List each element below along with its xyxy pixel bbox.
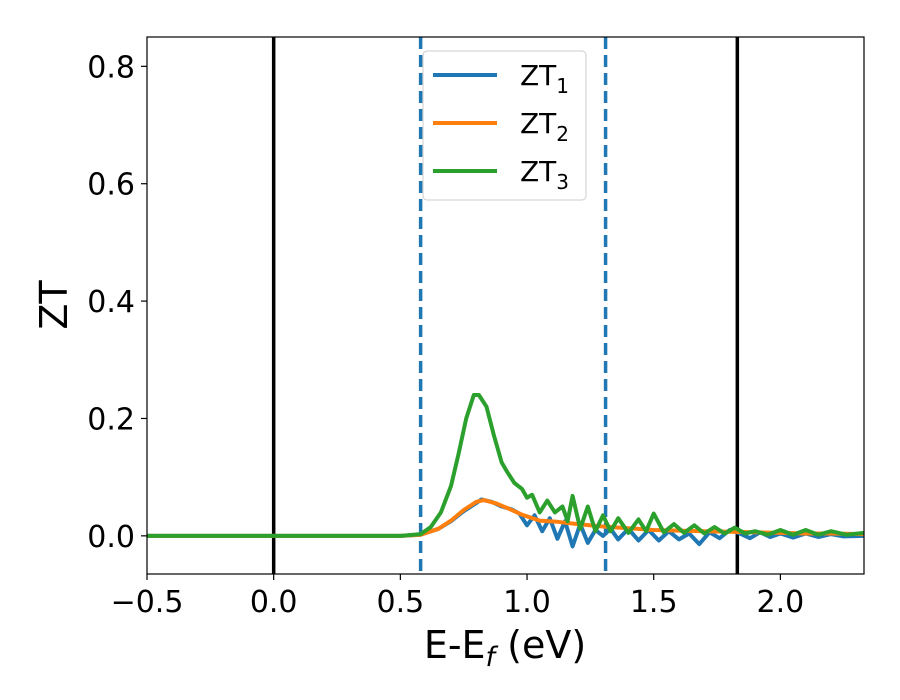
x-tick-label: 1.0 (503, 585, 551, 620)
y-tick-label: 0.0 (87, 520, 135, 555)
y-tick-label: 0.6 (87, 168, 135, 203)
legend-label-zt2: ZT2 (520, 107, 569, 146)
x-tick-label: 0.5 (376, 585, 424, 620)
legend-entry-zt2: ZT2 (433, 107, 569, 146)
legend-entry-zt3: ZT3 (433, 155, 569, 194)
legend-entry-zt1: ZT1 (433, 59, 569, 98)
y-axis-ticks: 0.0 0.2 0.4 0.6 0.8 (87, 50, 147, 555)
x-axis-label: E-Ef (eV) (424, 623, 586, 673)
series-line-zt3 (147, 393, 864, 538)
x-tick-label: 2.0 (757, 585, 805, 620)
vertical-reference-lines (271, 37, 740, 574)
legend-label-zt3-subscript: 3 (556, 170, 569, 194)
y-tick-label: 0.2 (87, 402, 135, 437)
y-tick-label: 0.4 (87, 285, 135, 320)
x-tick-label: −0.5 (111, 585, 184, 620)
legend-label-zt2-subscript: 2 (556, 122, 569, 146)
x-tick-label: 1.5 (630, 585, 678, 620)
x-axis-ticks: −0.5 0.0 0.5 1.0 1.5 2.0 (111, 574, 805, 620)
series-lines (147, 393, 864, 549)
y-tick-label: 0.8 (87, 50, 135, 85)
x-tick-label: 0.0 (250, 585, 298, 620)
legend-label-zt3: ZT3 (520, 155, 569, 194)
legend: ZT1 ZT2 ZT3 (422, 50, 587, 201)
y-axis-label: ZT (32, 280, 76, 330)
legend-label-zt1-subscript: 1 (556, 74, 569, 98)
plot-frame (146, 36, 865, 575)
legend-box (422, 50, 587, 201)
legend-label-zt1: ZT1 (520, 59, 569, 98)
x-axis-label-unit: (eV) (495, 623, 586, 667)
